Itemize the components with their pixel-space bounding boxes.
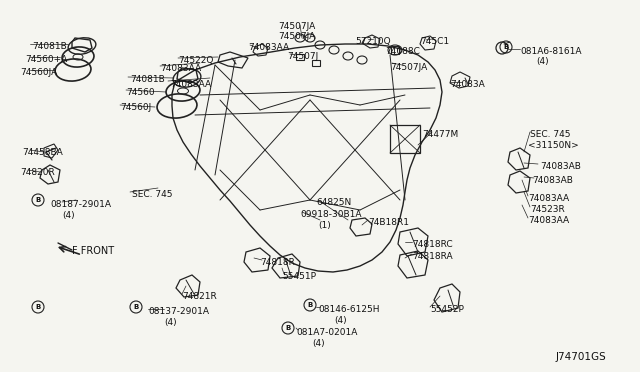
Text: SEC. 745: SEC. 745 [530, 130, 570, 139]
Text: 081A7-0201A: 081A7-0201A [296, 328, 357, 337]
Text: B: B [307, 302, 312, 308]
Text: 74818R: 74818R [260, 258, 295, 267]
Text: 09918-30B1A: 09918-30B1A [300, 210, 362, 219]
Text: 74083AB: 74083AB [540, 162, 581, 171]
Text: 08187-2901A: 08187-2901A [50, 200, 111, 209]
Text: F FRONT: F FRONT [72, 246, 114, 256]
Text: B: B [504, 44, 509, 50]
Text: SEC. 745: SEC. 745 [132, 190, 173, 199]
Text: B: B [285, 325, 291, 331]
Text: 74560JA: 74560JA [20, 68, 57, 77]
Text: 74083AA: 74083AA [160, 64, 201, 73]
Text: 081A6-8161A: 081A6-8161A [520, 47, 582, 56]
Text: 74560J: 74560J [120, 103, 151, 112]
Bar [390, 125, 420, 153]
Text: 55452P: 55452P [430, 305, 464, 314]
Text: 74523R: 74523R [530, 205, 564, 214]
Text: 74083AA: 74083AA [528, 216, 569, 225]
Text: 74522Q: 74522Q [178, 56, 213, 65]
Text: (4): (4) [62, 211, 75, 220]
Text: 74560+A: 74560+A [25, 55, 67, 64]
Text: 55451P: 55451P [282, 272, 316, 281]
Text: 74081B: 74081B [130, 75, 164, 84]
Text: 74507JA: 74507JA [278, 32, 316, 41]
Text: B: B [35, 304, 40, 310]
Text: (4): (4) [334, 316, 347, 325]
Text: 74507JA: 74507JA [278, 22, 316, 31]
Text: 74088C: 74088C [385, 47, 420, 56]
Text: B: B [133, 304, 139, 310]
Text: 74081B: 74081B [32, 42, 67, 51]
Text: 74560: 74560 [126, 88, 155, 97]
Text: 57210Q: 57210Q [355, 37, 390, 46]
Text: 745C1: 745C1 [420, 37, 449, 46]
Text: 74083AB: 74083AB [532, 176, 573, 185]
Text: 74818RA: 74818RA [412, 252, 452, 261]
Text: 74507JA: 74507JA [390, 63, 428, 72]
Text: <31150N>: <31150N> [528, 141, 579, 150]
Bar [312, 60, 320, 66]
Text: 74821R: 74821R [182, 292, 217, 301]
Text: (4): (4) [312, 339, 324, 348]
Text: 74083A: 74083A [450, 80, 484, 89]
Bar [391, 46, 399, 54]
Text: B: B [35, 197, 40, 203]
Text: (1): (1) [318, 221, 331, 230]
Bar [296, 54, 304, 60]
Text: 74477M: 74477M [422, 130, 458, 139]
Text: 74083AA: 74083AA [170, 80, 211, 89]
Text: 74083AA: 74083AA [528, 194, 569, 203]
Text: J74701GS: J74701GS [556, 352, 607, 362]
Text: 08146-6125H: 08146-6125H [318, 305, 380, 314]
Text: (4): (4) [536, 57, 548, 66]
Text: 74818RC: 74818RC [412, 240, 452, 249]
Text: 74B18R1: 74B18R1 [368, 218, 409, 227]
Text: (4): (4) [164, 318, 177, 327]
Text: 64825N: 64825N [316, 198, 351, 207]
Text: 74458BA: 74458BA [22, 148, 63, 157]
Text: 74820R: 74820R [20, 168, 55, 177]
Text: 08137-2901A: 08137-2901A [148, 307, 209, 316]
Text: 74083AA: 74083AA [248, 43, 289, 52]
Text: 74507J: 74507J [287, 52, 318, 61]
